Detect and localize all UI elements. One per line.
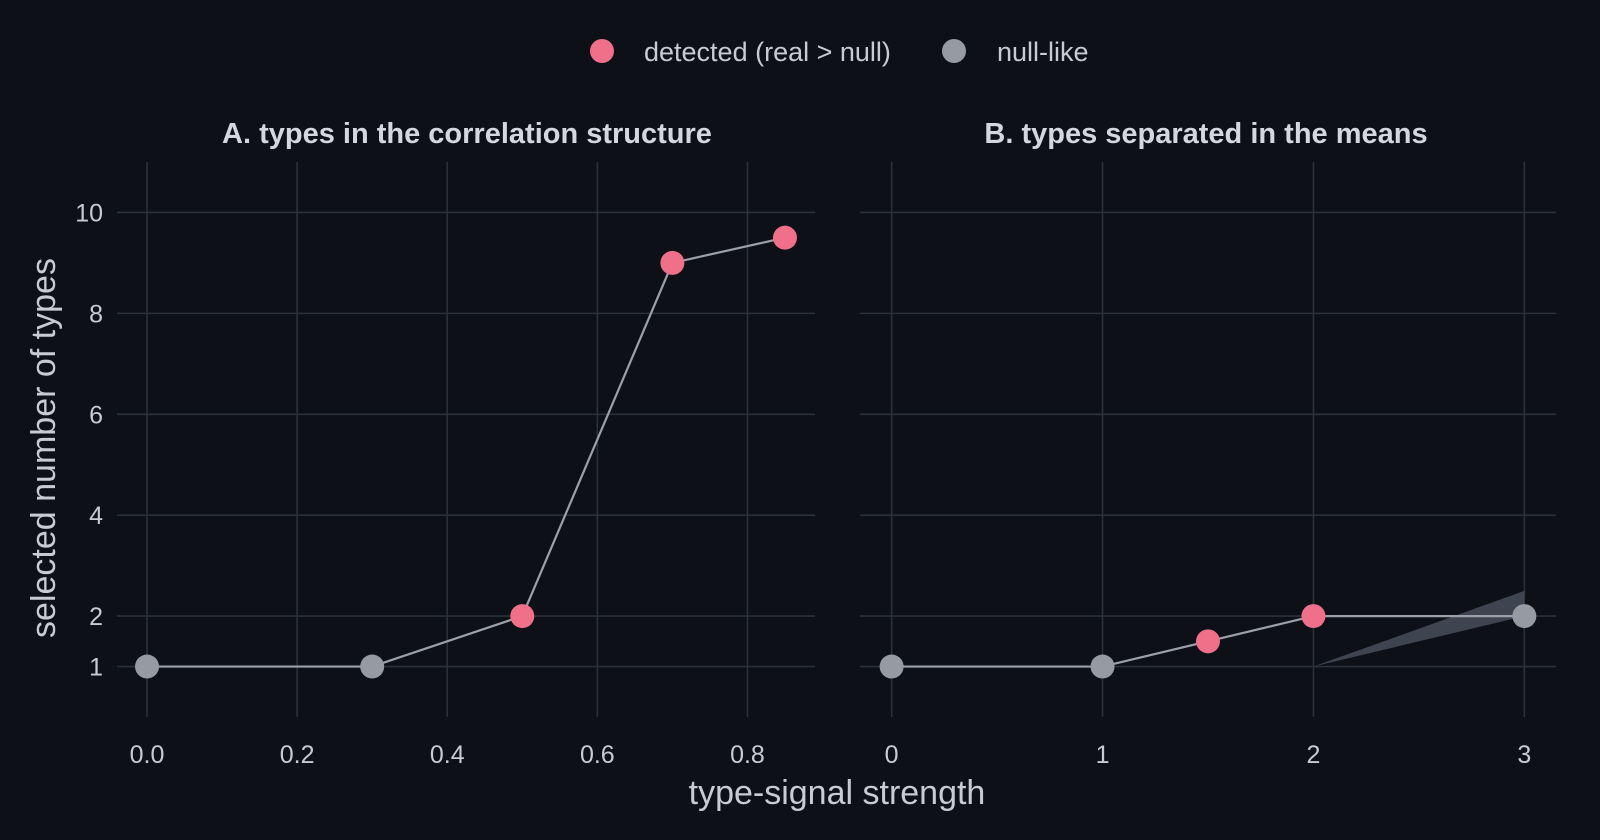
panel-b-point-null-like [1512, 604, 1537, 629]
panel-b-ribbon [1313, 590, 1525, 667]
x-tick-label: 0.4 [430, 741, 465, 769]
legend-label-null-like: null-like [997, 37, 1089, 67]
x-tick-label: 2 [1307, 741, 1321, 769]
y-tick-label: 10 [75, 199, 103, 227]
panel-b: 0 1 2 3 B. types separated in the means [860, 118, 1556, 769]
panel-a-point-detected [772, 225, 797, 250]
y-axis-title: selected number of types [25, 258, 63, 638]
y-tick-label: 6 [89, 401, 103, 429]
panel-b-grid [860, 162, 1556, 717]
x-tick-label: 1 [1096, 741, 1110, 769]
panel-b-point-detected [1301, 604, 1326, 629]
x-axis-title: type-signal strength [689, 774, 986, 812]
panel-b-point-null-like [879, 654, 904, 679]
x-tick-label: 0.0 [130, 741, 165, 769]
y-tick-label: 1 [89, 654, 103, 682]
legend-label-detected: detected (real > null) [644, 37, 891, 67]
legend: detected (real > null) null-like [590, 37, 1089, 67]
panel-a-points [135, 225, 797, 679]
panel-b-title: B. types separated in the means [984, 118, 1427, 150]
panel-b-points [879, 604, 1537, 679]
panel-a-y-ticks: 1 2 4 6 8 10 [75, 199, 103, 681]
panel-a-point-detected [510, 604, 535, 629]
panel-a-point-null-like [135, 654, 160, 679]
y-tick-label: 8 [89, 300, 103, 328]
panel-a-title: A. types in the correlation structure [222, 118, 712, 150]
y-tick-label: 4 [89, 502, 103, 530]
x-tick-label: 0.2 [280, 741, 315, 769]
panel-a: 0.0 0.2 0.4 0.6 0.8 1 2 4 6 8 10 A. types in the … [75, 118, 815, 769]
x-tick-label: 0.6 [580, 741, 615, 769]
legend-marker-detected [590, 39, 614, 63]
panel-b-point-null-like [1090, 654, 1115, 679]
panel-b-point-detected [1196, 629, 1220, 654]
panel-b-ribbon-area [1313, 590, 1525, 667]
x-tick-label: 0.8 [730, 741, 765, 769]
x-tick-label: 0 [885, 741, 899, 769]
x-tick-label: 3 [1517, 741, 1531, 769]
panel-a-point-detected [660, 250, 685, 275]
panel-a-x-ticks: 0.0 0.2 0.4 0.6 0.8 [130, 741, 765, 769]
panel-a-point-null-like [360, 654, 385, 679]
panel-b-x-ticks: 0 1 2 3 [885, 741, 1532, 769]
y-tick-label: 2 [89, 603, 103, 631]
legend-marker-null-like [942, 39, 966, 63]
